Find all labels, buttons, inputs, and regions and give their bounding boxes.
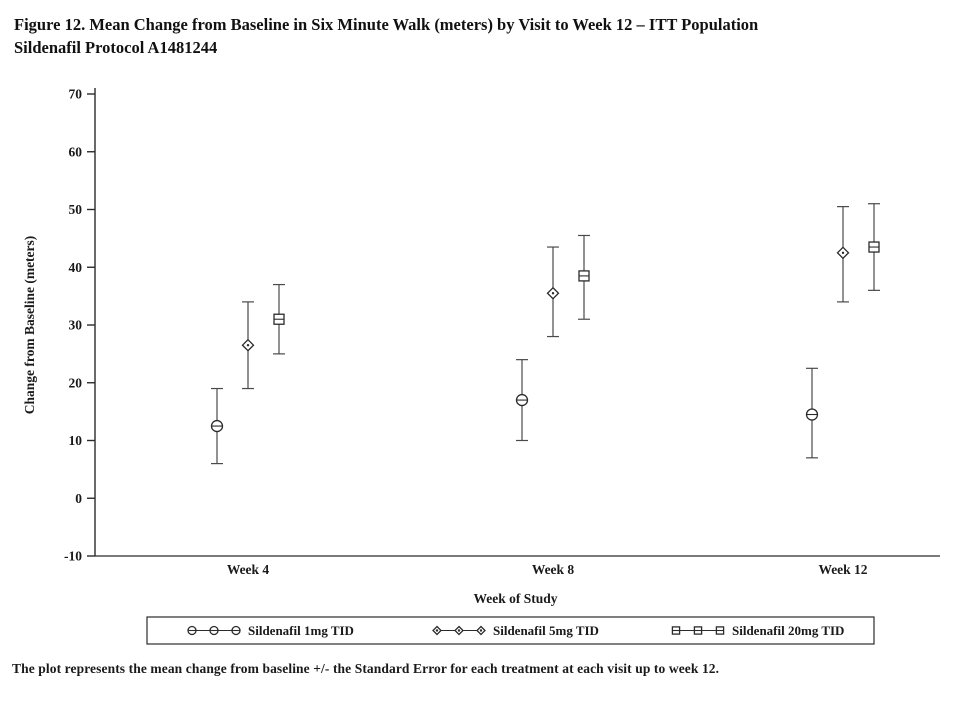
marker-circle-hline [209,625,219,635]
series-sildenafil-1mg-tid [210,358,819,464]
legend-entry: Sildenafil 1mg TID [187,623,354,638]
marker-diamond [432,625,442,635]
six-minute-walk-chart: 70 60 50 40 30 20 10 0 -10 Change from Baseline (… [0,68,968,653]
marker-square-hline [578,269,590,282]
legend-entry: Sildenafil 5mg TID [432,623,599,638]
marker-square-hline [715,625,725,635]
marker-square-hline [693,625,703,635]
y-tick-label: 50 [69,202,83,217]
x-axis: Week 4 Week 8 Week 12 Week of Study [95,554,940,606]
x-tick-label: Week 4 [227,562,270,577]
y-tick-label: 10 [69,433,83,448]
marker-diamond [546,286,560,300]
marker-diamond [836,245,850,259]
marker-diamond [476,625,486,635]
y-tick-label: 60 [69,144,83,159]
figure-footnote: The plot represents the mean change from… [12,660,720,676]
x-tick-label: Week 12 [818,562,867,577]
marker-circle-hline [515,393,529,406]
marker-square-hline [273,313,285,325]
y-tick-label: 0 [75,490,82,505]
marker-circle-hline [187,625,197,635]
y-axis: 70 60 50 40 30 20 10 0 -10 Change from Baseline (… [22,86,96,563]
marker-square-hline [671,625,681,635]
y-tick-label: 20 [69,375,83,390]
x-axis-title: Week of Study [473,591,557,606]
legend-label: Sildenafil 20mg TID [732,623,844,638]
series-sildenafil-20mg-tid [273,202,880,355]
marker-circle-hline [805,407,819,421]
marker-diamond [454,625,464,635]
y-tick-label: 30 [69,317,83,332]
legend-entry: Sildenafil 20mg TID [671,623,844,638]
y-axis-title: Change from Baseline (meters) [22,235,37,414]
marker-circle-hline [210,419,224,432]
y-tick-label: 70 [69,86,83,101]
legend-label: Sildenafil 1mg TID [248,623,354,638]
marker-circle-hline [231,625,241,635]
chart-canvas: 70 60 50 40 30 20 10 0 -10 Change from Baseline (… [22,86,940,645]
legend: Sildenafil 1mg TID Sildenafil 5mg TID Sild… [146,615,875,645]
figure-title-line1: Figure 12. Mean Change from Baseline in … [14,15,759,34]
y-tick-label: -10 [64,548,82,563]
marker-square-hline [868,240,880,253]
y-tick-label: 40 [69,259,83,274]
figure-title: Figure 12. Mean Change from Baseline in … [0,0,968,60]
figure-title-line2: Sildenafil Protocol A1481244 [14,37,218,57]
legend-label: Sildenafil 5mg TID [493,623,599,638]
x-tick-label: Week 8 [532,562,575,577]
series-sildenafil-5mg-tid [241,205,850,389]
marker-diamond [241,338,255,352]
